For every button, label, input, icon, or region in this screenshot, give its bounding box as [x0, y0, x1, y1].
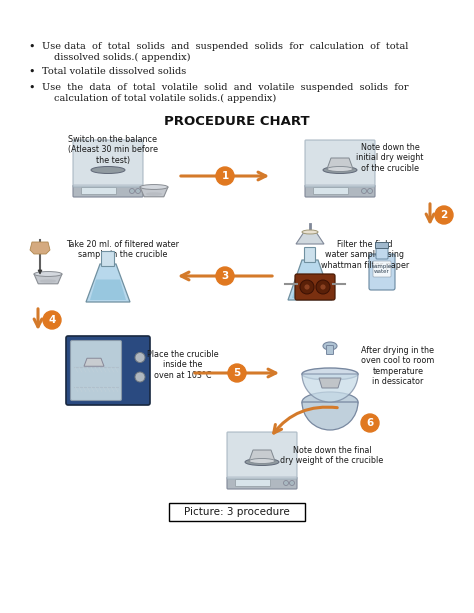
FancyBboxPatch shape: [169, 503, 305, 521]
Ellipse shape: [40, 280, 56, 283]
FancyBboxPatch shape: [369, 254, 395, 290]
Polygon shape: [34, 274, 62, 284]
Text: Use data  of  total  solids  and  suspended  solids  for  calculation  of  total: Use data of total solids and suspended s…: [42, 42, 409, 51]
Text: 2: 2: [440, 210, 447, 220]
Polygon shape: [249, 450, 275, 461]
Text: sample
water: sample water: [372, 264, 392, 275]
Text: 3: 3: [221, 271, 228, 281]
Text: 5: 5: [233, 368, 241, 378]
Circle shape: [135, 372, 145, 382]
Circle shape: [361, 414, 379, 432]
Ellipse shape: [34, 272, 62, 276]
Ellipse shape: [245, 459, 279, 465]
Circle shape: [43, 311, 61, 329]
Polygon shape: [140, 187, 168, 197]
Circle shape: [283, 481, 289, 485]
FancyBboxPatch shape: [71, 340, 121, 400]
Circle shape: [135, 352, 145, 362]
Text: Filter the field
water sample using
whattman filter paper: Filter the field water sample using what…: [321, 240, 409, 270]
FancyBboxPatch shape: [227, 432, 297, 479]
Text: dissolved solids.( appendix): dissolved solids.( appendix): [54, 53, 191, 62]
Polygon shape: [319, 378, 341, 388]
Circle shape: [300, 280, 314, 294]
FancyBboxPatch shape: [376, 245, 388, 259]
Text: •: •: [28, 83, 35, 93]
FancyBboxPatch shape: [373, 261, 391, 277]
Text: •: •: [28, 42, 35, 52]
Circle shape: [129, 189, 135, 194]
FancyBboxPatch shape: [375, 243, 389, 248]
Polygon shape: [30, 242, 50, 254]
Text: •: •: [28, 67, 35, 77]
FancyBboxPatch shape: [305, 140, 375, 187]
Ellipse shape: [140, 185, 168, 189]
Circle shape: [216, 167, 234, 185]
Polygon shape: [288, 260, 332, 300]
Text: Note down the
initial dry weight
of the crucible: Note down the initial dry weight of the …: [356, 143, 424, 173]
Circle shape: [136, 189, 140, 194]
Ellipse shape: [146, 192, 163, 196]
Circle shape: [435, 206, 453, 224]
FancyBboxPatch shape: [295, 274, 335, 300]
Circle shape: [290, 481, 294, 485]
FancyBboxPatch shape: [227, 477, 297, 489]
Circle shape: [216, 267, 234, 285]
FancyBboxPatch shape: [82, 188, 117, 194]
Polygon shape: [296, 232, 324, 244]
Polygon shape: [302, 374, 358, 402]
Polygon shape: [327, 158, 353, 169]
Circle shape: [304, 284, 310, 290]
Polygon shape: [86, 264, 130, 302]
FancyBboxPatch shape: [236, 479, 271, 487]
Circle shape: [316, 280, 330, 294]
FancyBboxPatch shape: [73, 140, 143, 187]
Text: Total volatile dissolved solids: Total volatile dissolved solids: [42, 67, 186, 76]
Text: 4: 4: [48, 315, 55, 325]
Text: Picture: 3 procedure: Picture: 3 procedure: [184, 507, 290, 517]
FancyBboxPatch shape: [66, 336, 150, 405]
Wedge shape: [302, 402, 358, 430]
Ellipse shape: [91, 167, 125, 173]
Text: After drying in the
oven cool to room
temperature
in dessicator: After drying in the oven cool to room te…: [361, 346, 435, 386]
FancyBboxPatch shape: [305, 185, 375, 197]
Ellipse shape: [302, 368, 358, 380]
Ellipse shape: [302, 230, 318, 234]
Text: calculation of total volatile solids.( appendix): calculation of total volatile solids.( a…: [54, 94, 276, 103]
Ellipse shape: [323, 342, 337, 350]
Text: Place the crucible
inside the
oven at 103°C: Place the crucible inside the oven at 10…: [147, 350, 219, 380]
FancyBboxPatch shape: [101, 251, 115, 267]
FancyBboxPatch shape: [313, 188, 348, 194]
Text: Use  the  data  of  total  volatile  solid  and  volatile  suspended  solids  fo: Use the data of total volatile solid and…: [42, 83, 409, 92]
Circle shape: [320, 284, 326, 290]
FancyBboxPatch shape: [304, 248, 316, 262]
FancyBboxPatch shape: [327, 346, 334, 354]
Text: PROCEDURE CHART: PROCEDURE CHART: [164, 115, 310, 128]
Text: Switch on the balance
(Atleast 30 min before
the test): Switch on the balance (Atleast 30 min be…: [68, 135, 158, 165]
Polygon shape: [292, 276, 328, 298]
FancyBboxPatch shape: [73, 185, 143, 197]
Text: 6: 6: [366, 418, 374, 428]
Text: Note down the final
dry weight of the crucible: Note down the final dry weight of the cr…: [281, 446, 383, 465]
Text: 1: 1: [221, 171, 228, 181]
Circle shape: [362, 189, 366, 194]
Ellipse shape: [327, 167, 353, 172]
Polygon shape: [84, 358, 104, 366]
Circle shape: [367, 189, 373, 194]
Circle shape: [228, 364, 246, 382]
Ellipse shape: [302, 392, 358, 412]
Ellipse shape: [249, 459, 275, 463]
Text: Take 20 ml. of filtered water
sample in the crucible: Take 20 ml. of filtered water sample in …: [66, 240, 180, 259]
Polygon shape: [38, 270, 42, 274]
Polygon shape: [90, 280, 126, 300]
Ellipse shape: [323, 167, 357, 173]
